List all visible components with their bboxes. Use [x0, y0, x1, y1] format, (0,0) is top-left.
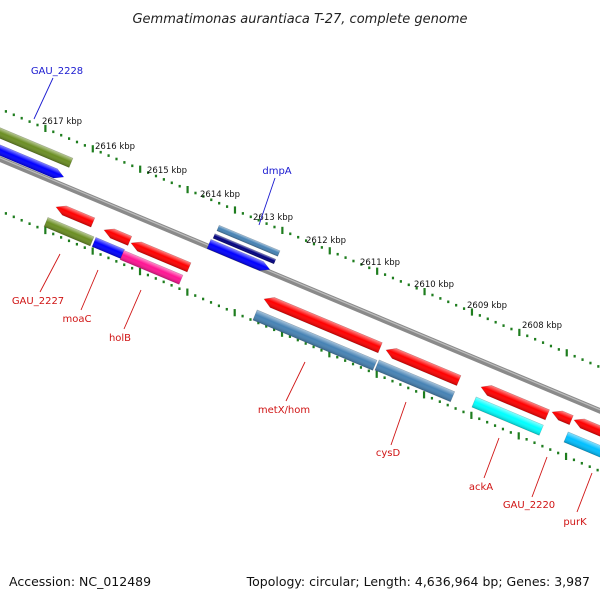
scale-label: 2610 kbp: [414, 280, 454, 290]
gene-label-gau-2227: GAU_2227: [12, 296, 64, 307]
gene-cds-1: [55, 205, 96, 228]
gene-dmpa-steelblue: [216, 224, 281, 257]
gene-gau-2228-olive: [0, 122, 74, 168]
accession-text: Accession: NC_012489: [9, 574, 151, 589]
gene-label-metx-hom: metX/hom: [258, 405, 310, 416]
gene-cds-8: [573, 418, 600, 441]
backbone-axis: [0, 156, 600, 414]
scale-label: 2612 kbp: [306, 236, 346, 246]
gene-gau-2228-blue: [0, 140, 65, 179]
gene-cysd: [374, 359, 456, 403]
map-title: Gemmatimonas aurantiaca T-27, complete g…: [132, 12, 467, 27]
gene-cds-6: [480, 385, 550, 421]
gene-label-holb: holB: [109, 333, 131, 344]
gene-features: [0, 122, 600, 460]
gene-cds-7: [551, 410, 574, 426]
gene-label-acka: ackA: [469, 482, 493, 493]
scale-label: 2613 kbp: [253, 213, 293, 223]
gene-dmpa-blue: [206, 238, 271, 271]
gene-labels: GAU_2228 dmpA GAU_2227 moaC holB metX/ho…: [12, 66, 587, 528]
gene-holb: [119, 249, 184, 285]
gene-label-gau-2220: GAU_2220: [503, 500, 555, 511]
scale-label: 2616 kbp: [95, 142, 135, 152]
gene-gau-2227: [43, 216, 95, 247]
tick-rows: [4, 110, 600, 472]
scale-label: 2609 kbp: [467, 301, 507, 311]
leader-lines: [33, 77, 593, 513]
gene-metx-hom: [252, 309, 378, 371]
gene-label-gau-2228: GAU_2228: [31, 66, 83, 77]
scale-label: 2617 kbp: [42, 117, 82, 127]
gene-cds-2: [103, 228, 133, 246]
gene-cds-4: [263, 297, 383, 354]
scale-label: 2614 kbp: [200, 190, 240, 200]
gene-acka: [471, 396, 544, 436]
gene-label-moac: moaC: [63, 314, 92, 325]
gene-cds-5: [385, 348, 462, 387]
scale-label: 2611 kbp: [360, 258, 400, 268]
gene-cds-3: [130, 241, 192, 273]
scale-label: 2608 kbp: [522, 321, 562, 331]
gene-label-dmpa: dmpA: [262, 166, 291, 177]
scale-labels: 2617 kbp 2616 kbp 2615 kbp 2614 kbp 2613…: [42, 117, 562, 331]
gene-dmpa-navy: [212, 233, 277, 265]
topology-text: Topology: circular; Length: 4,636,964 bp…: [246, 574, 590, 589]
gene-label-cysd: cysD: [376, 448, 401, 459]
scale-label: 2615 kbp: [147, 166, 187, 176]
gene-gau-2220: [563, 431, 600, 460]
gene-label-purk: purK: [563, 517, 587, 528]
